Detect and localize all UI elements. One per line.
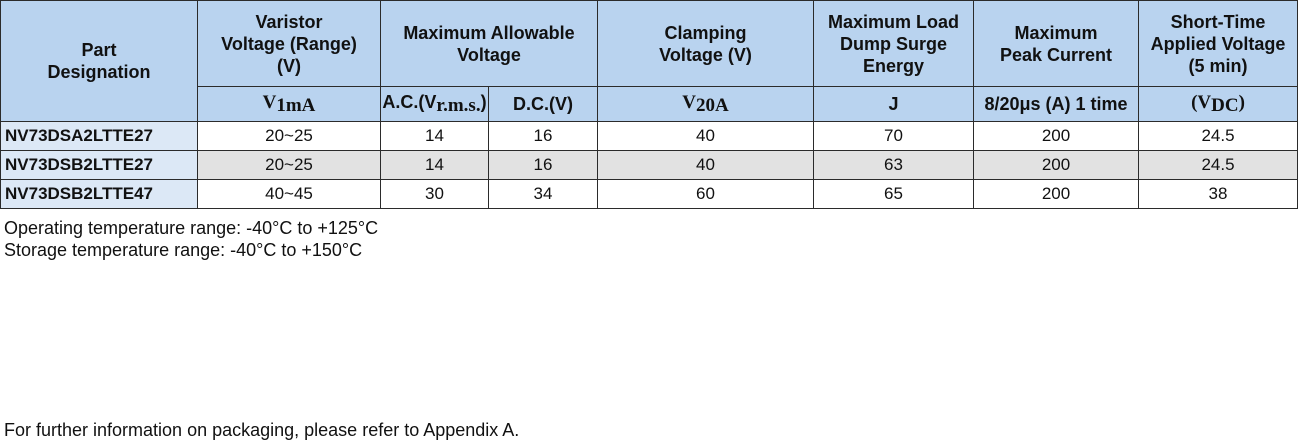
header-row: Part Designation Varistor Voltage (Range)(…: [0, 0, 1298, 122]
value-cell: 24.5: [1138, 121, 1298, 151]
note: Storage temperature range: -40°C to +150…: [4, 240, 363, 260]
value-cell: 40: [597, 150, 814, 180]
value-cell: 24.5: [1138, 150, 1298, 180]
unit-cell: A.C.(Vr.m.s.): [380, 86, 489, 122]
unit-text: J: [888, 94, 899, 114]
unit-text: D.C.(V): [513, 94, 573, 114]
header-cell: Maximum Allowable Voltage: [380, 0, 598, 87]
unit-cell: V20A: [597, 86, 814, 122]
unit-row: V1mA A.C.(Vr.m.s.) D.C.(V) V20A J 8/20μs…: [1, 86, 1298, 122]
header-text: Short-Time: [1170, 11, 1266, 32]
unit-text: V: [262, 92, 277, 113]
header-cell: Maximum Peak Current: [973, 0, 1139, 87]
header-text: Maximum Load: [827, 11, 960, 32]
header-text: (V): [277, 55, 301, 76]
unit-cell: V1mA: [197, 86, 381, 122]
header-text: Part: [81, 40, 117, 60]
unit-cell: D.C.(V): [488, 86, 598, 122]
unit-text: ): [480, 92, 487, 112]
note: Operating temperature range: -40°C to +1…: [4, 218, 379, 238]
value-cell: 34: [488, 179, 598, 209]
table-body: NV73DSA2LTTE27 20~25 14 16 40 70 200 24.5 NV73DS…: [0, 121, 1298, 209]
header-text: Designation: [47, 62, 151, 82]
header-text: Clamping: [664, 22, 747, 43]
header-cell: Varistor Voltage (Range) (V): [197, 0, 381, 87]
unit-text: 8/20μs (A) 1 time: [984, 94, 1128, 114]
header-text: Energy: [862, 55, 925, 76]
value-cell: 40~45: [197, 179, 381, 209]
header-text: Peak Current: [999, 44, 1113, 65]
part-cell: NV73DSA2LTTE27: [0, 121, 198, 151]
header-text: Maximum Allowable: [403, 22, 575, 43]
value-cell: 200: [973, 179, 1139, 209]
header-text: Varistor: [255, 11, 323, 32]
header-text: Applied Voltage: [1150, 33, 1286, 54]
unit-subscript: 20A: [696, 95, 729, 116]
unit-text: A.C.(V: [382, 92, 437, 112]
unit-text: ): [1238, 92, 1245, 113]
unit-subscript: 1mA: [276, 95, 316, 116]
value-cell: 63: [813, 150, 974, 180]
header-text: Voltage: [457, 44, 521, 65]
header-text: Voltage (V): [659, 44, 752, 65]
value-cell: 70: [813, 121, 974, 151]
unit-cell: 8/20μs (A) 1 time: [973, 86, 1139, 122]
header-cell: Short-Time Applied Voltage (5 min): [1138, 0, 1298, 87]
header-text: Dump Surge: [839, 33, 947, 54]
value-cell: 16: [488, 121, 598, 151]
value-cell: 38: [1138, 179, 1298, 209]
unit-subscript: r.m.s.: [436, 95, 481, 116]
part-cell: NV73DSB2LTTE47: [0, 179, 198, 209]
header-text: (5 min): [1188, 55, 1248, 76]
value-cell: 16: [488, 150, 598, 180]
unit-cell: (VDC): [1138, 86, 1298, 122]
note: For further information on packaging, pl…: [4, 420, 520, 440]
header-cell: Clamping Voltage (V): [597, 0, 814, 87]
unit-subscript: DC: [1211, 95, 1239, 116]
data-row: NV73DSA2LTTE27 20~25 14 16 40 70 200 24.5: [0, 121, 1298, 151]
value-cell: 14: [380, 150, 489, 180]
header-text: Voltage (Range): [221, 33, 357, 54]
data-row: NV73DSB2LTTE27 20~25 14 16 40 63 200 24.5: [0, 150, 1298, 180]
value-cell: 200: [973, 121, 1139, 151]
header-cell: Maximum Load Dump Surge Energy: [813, 0, 974, 87]
unit-cell: J: [813, 86, 974, 122]
value-cell: 40: [597, 121, 814, 151]
value-cell: 14: [380, 121, 489, 151]
data-row: NV73DSB2LTTE47 40~45 30 34 60 65 200 38: [0, 179, 1298, 209]
header-text: Maximum: [1014, 22, 1098, 43]
value-cell: 200: [973, 150, 1139, 180]
value-cell: 60: [597, 179, 814, 209]
value-cell: 20~25: [197, 150, 381, 180]
unit-text: V: [682, 92, 696, 113]
part-cell: NV73DSB2LTTE27: [0, 150, 198, 180]
header-cell: Part Designation: [0, 0, 198, 122]
value-cell: 30: [380, 179, 489, 209]
spec-table: Part Designation Varistor Voltage (Range)(…: [0, 0, 1298, 209]
value-cell: 65: [813, 179, 974, 209]
value-cell: 20~25: [197, 121, 381, 151]
unit-text: (V: [1191, 92, 1212, 113]
